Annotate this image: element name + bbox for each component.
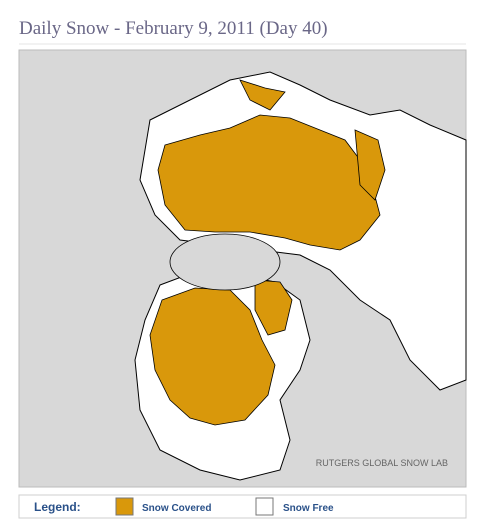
map: RUTGERS GLOBAL SNOW LAB bbox=[18, 49, 467, 488]
snow-eurasia bbox=[157, 114, 381, 251]
legend-title: Legend: bbox=[34, 500, 81, 514]
legend-box bbox=[18, 494, 467, 519]
legend-swatch bbox=[255, 497, 274, 516]
page-title: Daily Snow - February 9, 2011 (Day 40) bbox=[19, 18, 328, 39]
snow-greenland bbox=[254, 279, 293, 336]
legend-label: Snow Covered bbox=[142, 503, 211, 514]
snow-scandinavia bbox=[239, 79, 286, 111]
arctic-ocean bbox=[169, 233, 281, 291]
legend: Legend: Snow Covered Snow Free bbox=[18, 494, 467, 519]
credit: RUTGERS GLOBAL SNOW LAB bbox=[316, 458, 448, 468]
legend-label: Snow Free bbox=[283, 503, 334, 514]
snow-east-asia bbox=[354, 129, 386, 201]
legend-swatch bbox=[115, 497, 134, 516]
snow-north-america bbox=[149, 287, 276, 426]
